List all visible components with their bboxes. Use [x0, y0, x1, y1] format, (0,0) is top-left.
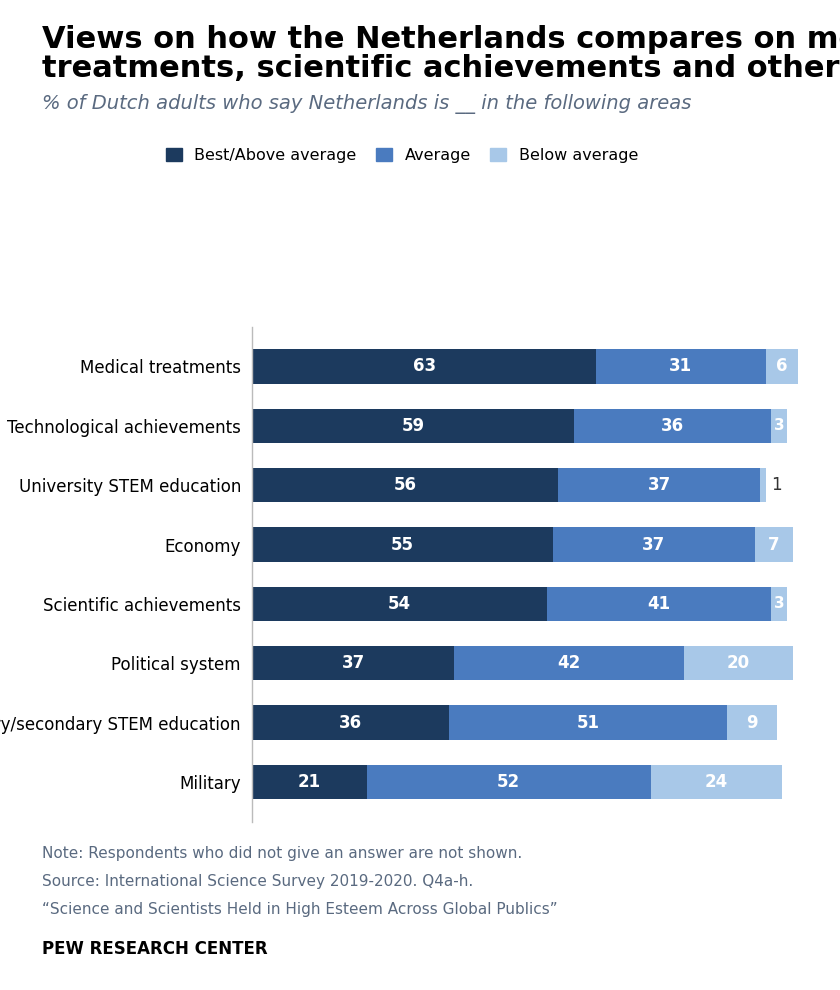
Bar — [547, 587, 771, 621]
Text: 37: 37 — [642, 536, 665, 553]
Text: 3: 3 — [774, 419, 785, 434]
Text: 59: 59 — [402, 417, 425, 435]
Text: 36: 36 — [339, 714, 362, 732]
Bar — [252, 706, 449, 740]
Bar — [449, 706, 727, 740]
Bar — [684, 646, 793, 680]
Text: 56: 56 — [393, 476, 417, 494]
Bar — [553, 528, 754, 561]
Text: 55: 55 — [391, 536, 414, 553]
Text: 36: 36 — [661, 417, 685, 435]
Text: 54: 54 — [388, 595, 411, 613]
Text: 21: 21 — [298, 773, 321, 791]
Bar — [252, 468, 558, 502]
Text: 42: 42 — [557, 654, 580, 672]
Text: “Science and Scientists Held in High Esteem Across Global Publics”: “Science and Scientists Held in High Est… — [42, 902, 558, 917]
Text: 24: 24 — [705, 773, 728, 791]
Bar — [252, 349, 596, 384]
Bar — [252, 587, 547, 621]
Bar — [454, 646, 684, 680]
Text: 9: 9 — [746, 714, 758, 732]
Bar — [575, 409, 771, 443]
Text: % of Dutch adults who say Netherlands is __ in the following areas: % of Dutch adults who say Netherlands is… — [42, 94, 691, 114]
Text: Views on how the Netherlands compares on medical: Views on how the Netherlands compares on… — [42, 25, 840, 53]
Bar — [252, 646, 454, 680]
Bar — [771, 409, 787, 443]
Text: 6: 6 — [776, 357, 788, 375]
Bar — [727, 706, 776, 740]
Text: 37: 37 — [648, 476, 670, 494]
Text: treatments, scientific achievements and other areas: treatments, scientific achievements and … — [42, 54, 840, 83]
Bar — [252, 528, 553, 561]
Text: Note: Respondents who did not give an answer are not shown.: Note: Respondents who did not give an an… — [42, 846, 522, 861]
Bar — [558, 468, 760, 502]
Text: 1: 1 — [771, 476, 782, 494]
Bar — [651, 764, 782, 799]
Text: 37: 37 — [342, 654, 365, 672]
Text: 41: 41 — [648, 595, 670, 613]
Text: 3: 3 — [774, 596, 785, 612]
Bar — [596, 349, 765, 384]
Text: 51: 51 — [576, 714, 600, 732]
Text: Source: International Science Survey 2019-2020. Q4a-h.: Source: International Science Survey 201… — [42, 874, 473, 889]
Text: 31: 31 — [669, 357, 692, 375]
Bar — [367, 764, 651, 799]
Text: 20: 20 — [727, 654, 750, 672]
Bar — [252, 409, 575, 443]
Bar — [754, 528, 793, 561]
Text: 63: 63 — [412, 357, 436, 375]
Text: PEW RESEARCH CENTER: PEW RESEARCH CENTER — [42, 940, 268, 957]
Bar — [760, 468, 765, 502]
Text: 52: 52 — [497, 773, 520, 791]
Legend: Best/Above average, Average, Below average: Best/Above average, Average, Below avera… — [160, 142, 644, 169]
Bar — [771, 587, 787, 621]
Text: 7: 7 — [768, 536, 780, 553]
Bar — [252, 764, 367, 799]
Bar — [765, 349, 798, 384]
